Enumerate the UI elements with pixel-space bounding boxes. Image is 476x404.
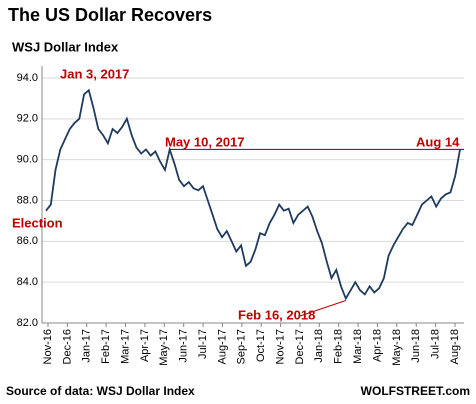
x-tick-label: Nov-16 [42,329,54,364]
x-tick-label: Dec-17 [294,329,306,364]
source: Source of data: WSJ Dollar Index [6,384,195,398]
annotation: Aug 14 [416,134,460,149]
annotation: Jan 3, 2017 [60,66,129,81]
chart-title: The US Dollar Recovers [8,5,212,25]
y-tick-label: 88.0 [17,194,38,206]
x-tick-label: Apr-18 [371,329,383,362]
x-tick-label: Aug-17 [216,329,228,364]
x-tick-label: May-18 [391,329,403,366]
annotation: May 10, 2017 [165,134,245,149]
x-tick-label: Oct-17 [255,329,267,362]
x-tick-label: Mar-18 [352,329,364,364]
x-tick-label: Jul-17 [197,329,209,359]
y-tick-label: 90.0 [17,154,38,166]
annotation: Feb 16, 2018 [238,307,315,322]
annotation-pointer [299,300,346,317]
x-tick-label: Jan-17 [81,329,93,363]
y-tick-label: 92.0 [17,113,38,125]
x-tick-label: Jun-18 [410,329,422,363]
x-tick-label: Feb-18 [333,329,345,364]
annotation: Election [12,215,63,230]
brand: WOLFSTREET.com [361,384,470,398]
x-tick-label: Sep-17 [236,329,248,364]
x-tick-label: Dec-16 [61,329,73,364]
x-tick-label: Jun-17 [178,329,190,363]
x-tick-label: Jan-18 [313,329,325,363]
chart-subtitle: WSJ Dollar Index [12,39,119,54]
y-tick-label: 84.0 [17,276,38,288]
y-tick-label: 82.0 [17,317,38,329]
x-tick-label: Aug-18 [449,329,461,364]
line [45,88,461,301]
x-tick-label: Feb-17 [100,329,112,364]
x-tick-label: May-17 [158,329,170,366]
x-tick-label: Nov-17 [274,329,286,364]
x-tick-label: Mar-17 [119,329,131,364]
x-tick-label: Apr-17 [139,329,151,362]
x-tick-label: Jul-18 [430,329,442,359]
y-tick-label: 86.0 [17,235,38,247]
y-tick-label: 94.0 [17,72,38,84]
